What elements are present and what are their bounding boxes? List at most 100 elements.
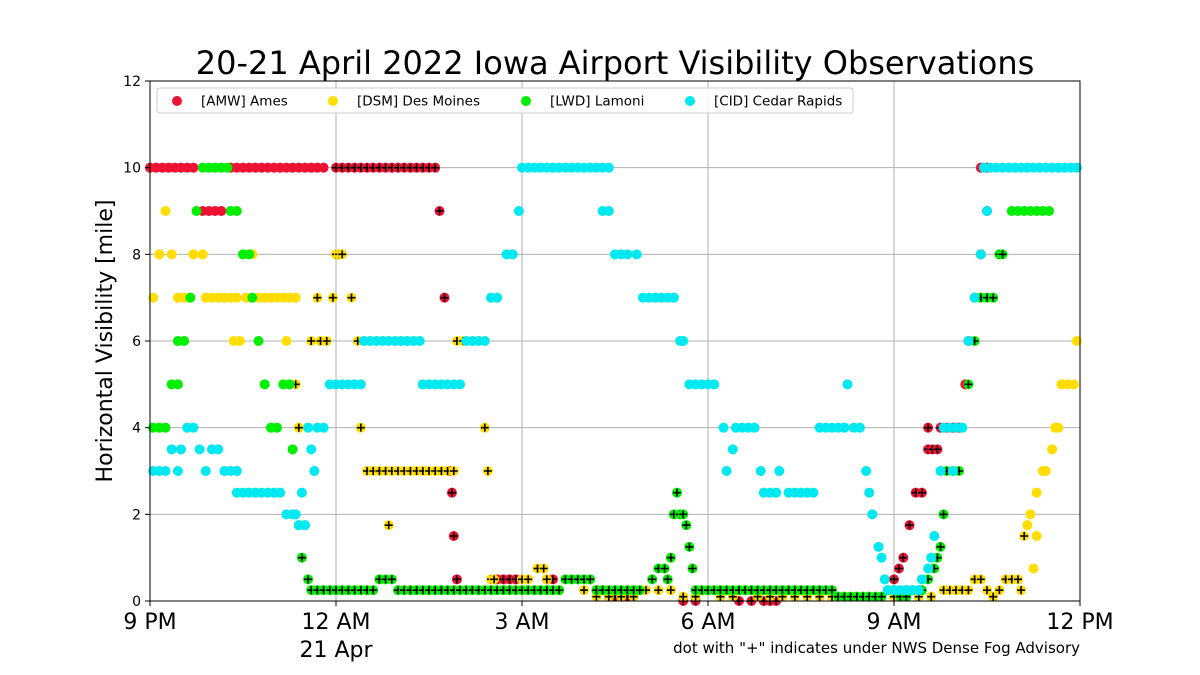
y-axis-ticks: 0 2 4 6 8 10 12 (123, 74, 150, 610)
fog-advisory-marker (490, 575, 499, 584)
fog-advisory-marker (685, 542, 694, 551)
data-point (197, 249, 208, 260)
chart-title: 20-21 April 2022 Iowa Airport Visibility… (196, 44, 1035, 82)
fog-advisory-marker (682, 521, 691, 530)
fog-advisory-marker (356, 423, 365, 432)
fog-advisory-marker (483, 467, 492, 475)
data-point (160, 206, 171, 216)
fog-advisory-marker (660, 564, 669, 573)
fog-advisory-marker (1017, 586, 1026, 595)
x-tick-label: 3 AM (494, 610, 549, 635)
data-point (281, 336, 292, 346)
data-point (1031, 487, 1042, 498)
data-point (916, 574, 927, 585)
data-point (272, 422, 283, 433)
data-point (179, 336, 190, 346)
data-point (284, 379, 295, 390)
legend: [AMW] Ames [DSM] Des Moines [LWD] Lamoni [C… (156, 87, 854, 114)
data-point (603, 162, 614, 173)
data-point (455, 379, 465, 390)
data-point (709, 379, 720, 390)
fog-advisory-marker (673, 488, 681, 497)
fog-advisory-marker (294, 423, 303, 432)
fog-advisory-marker (431, 163, 440, 172)
fog-advisory-marker (328, 293, 337, 302)
data-point (969, 292, 980, 303)
data-point (975, 249, 986, 260)
fog-advisory-marker (666, 586, 675, 595)
legend-label: [LWD] Lamoni (550, 94, 644, 110)
data-point (300, 520, 310, 531)
data-point (414, 336, 425, 346)
data-point (1068, 379, 1079, 390)
data-point (808, 487, 819, 498)
data-point (166, 444, 177, 455)
data-point (244, 249, 255, 260)
data-point (213, 444, 224, 455)
y-tick-label: 6 (132, 334, 141, 350)
data-point (166, 249, 177, 260)
fog-advisory-marker (524, 575, 533, 584)
fog-advisory-marker (297, 553, 306, 562)
data-point (923, 563, 934, 574)
fog-advisory-marker (899, 553, 908, 562)
data-point (231, 292, 242, 303)
data-point (172, 466, 183, 476)
fog-advisory-marker (905, 521, 914, 530)
fog-advisory-marker (976, 575, 985, 584)
y-axis-label: Horizontal Visibility [mile] (93, 200, 118, 483)
fog-advisory-marker (989, 293, 998, 302)
fog-advisory-marker (998, 250, 1007, 259)
data-point (160, 466, 171, 476)
data-point (947, 466, 958, 476)
fog-advisory-marker (917, 488, 926, 497)
fog-advisory-marker (307, 337, 316, 345)
data-point (231, 466, 242, 476)
x-tick-label: 6 AM (680, 610, 735, 635)
y-tick-label: 10 (123, 161, 141, 177)
data-point (513, 206, 524, 216)
fog-advisory-marker (449, 467, 458, 475)
data-point (275, 487, 286, 498)
y-tick-label: 8 (132, 247, 141, 263)
data-point (727, 444, 738, 455)
data-point (188, 162, 199, 173)
fog-advisory-marker (555, 586, 564, 595)
data-point (216, 206, 227, 216)
data-point (749, 422, 760, 433)
data-point (1040, 466, 1051, 476)
data-point (1028, 563, 1039, 574)
x-tick-label: 12 AM (301, 610, 370, 635)
data-point (876, 552, 887, 563)
fog-advisory-marker (1020, 532, 1029, 540)
data-point (1053, 422, 1064, 433)
data-point (188, 422, 199, 433)
data-point (1071, 162, 1082, 173)
data-point (185, 292, 196, 303)
x-tick-label: 9 AM (866, 610, 921, 635)
data-point (303, 422, 314, 433)
data-point (631, 249, 642, 260)
fog-advisory-marker (387, 575, 396, 584)
legend-marker (521, 96, 531, 106)
fog-advisory-marker (586, 575, 595, 584)
fog-advisory-marker (440, 293, 449, 302)
fog-advisory-marker (964, 586, 973, 595)
data-point (1047, 444, 1058, 455)
fog-advisory-marker (936, 542, 945, 551)
data-point (1025, 509, 1036, 520)
fog-advisory-marker (313, 293, 322, 302)
y-tick-label: 2 (132, 507, 141, 523)
fog-advisory-marker (663, 575, 672, 584)
data-point (839, 422, 850, 433)
data-point (296, 487, 307, 498)
x-axis-ticks: 9 PM 12 AM 21 Apr 3 AM 6 AM 9 AM 12 PM (123, 601, 1114, 663)
data-point (879, 574, 890, 585)
data-point (718, 422, 729, 433)
data-point (913, 585, 924, 596)
data-point (176, 444, 186, 455)
data-point (231, 206, 242, 216)
legend-label: [CID] Cedar Rapids (714, 94, 842, 110)
data-point (306, 444, 317, 455)
fog-advisory-marker (828, 586, 836, 595)
